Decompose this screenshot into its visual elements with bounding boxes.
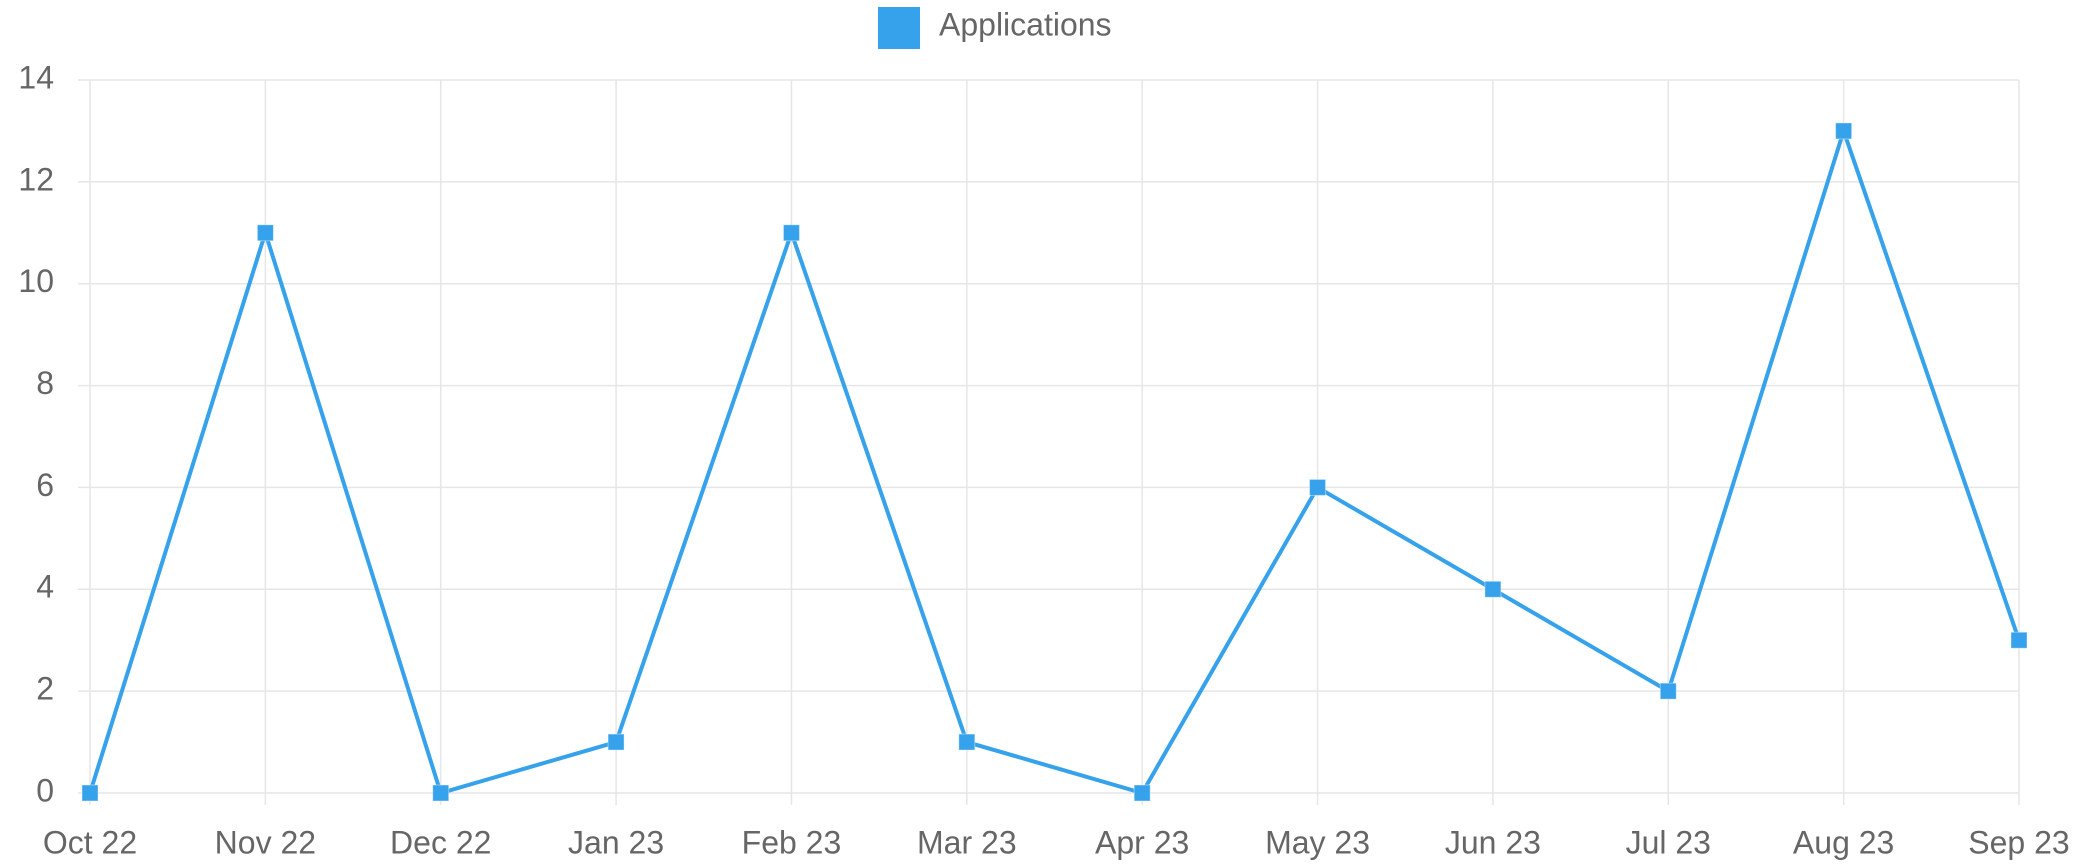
y-tick-label: 10 [18, 263, 54, 299]
point [1133, 784, 1151, 802]
x-tick-label: Sep 23 [1968, 824, 2069, 860]
x-tick-label: Feb 23 [742, 824, 842, 860]
point [81, 784, 99, 802]
x-tick-label: Oct 22 [43, 824, 137, 860]
point [432, 784, 450, 802]
point [1484, 580, 1502, 598]
point [256, 224, 274, 242]
x-tick-label: Mar 23 [917, 824, 1017, 860]
point [607, 733, 625, 751]
y-tick-label: 14 [18, 59, 54, 95]
y-tick-label: 8 [36, 365, 54, 401]
y-tick-label: 12 [18, 161, 54, 197]
y-tick-label: 2 [36, 671, 54, 707]
point [1835, 122, 1853, 140]
x-tick-label: Jul 23 [1626, 824, 1711, 860]
y-tick-label: 4 [36, 569, 54, 605]
x-tick-label: Jun 23 [1445, 824, 1541, 860]
series-line [88, 124, 2021, 796]
x-tick-label: Nov 22 [215, 824, 316, 860]
y-tick-label: 0 [36, 772, 54, 808]
point [1659, 682, 1677, 700]
y-tick-label: 6 [36, 467, 54, 503]
point [2010, 631, 2028, 649]
x-tick-label: Dec 22 [390, 824, 491, 860]
point [958, 733, 976, 751]
legend-swatch [878, 7, 920, 49]
x-tick-label: Apr 23 [1095, 824, 1189, 860]
legend-label: Applications [939, 6, 1112, 42]
point [1309, 478, 1327, 496]
x-tick-label: Jan 23 [568, 824, 664, 860]
point [782, 224, 800, 242]
x-tick-label: May 23 [1265, 824, 1370, 860]
x-tick-label: Aug 23 [1793, 824, 1894, 860]
